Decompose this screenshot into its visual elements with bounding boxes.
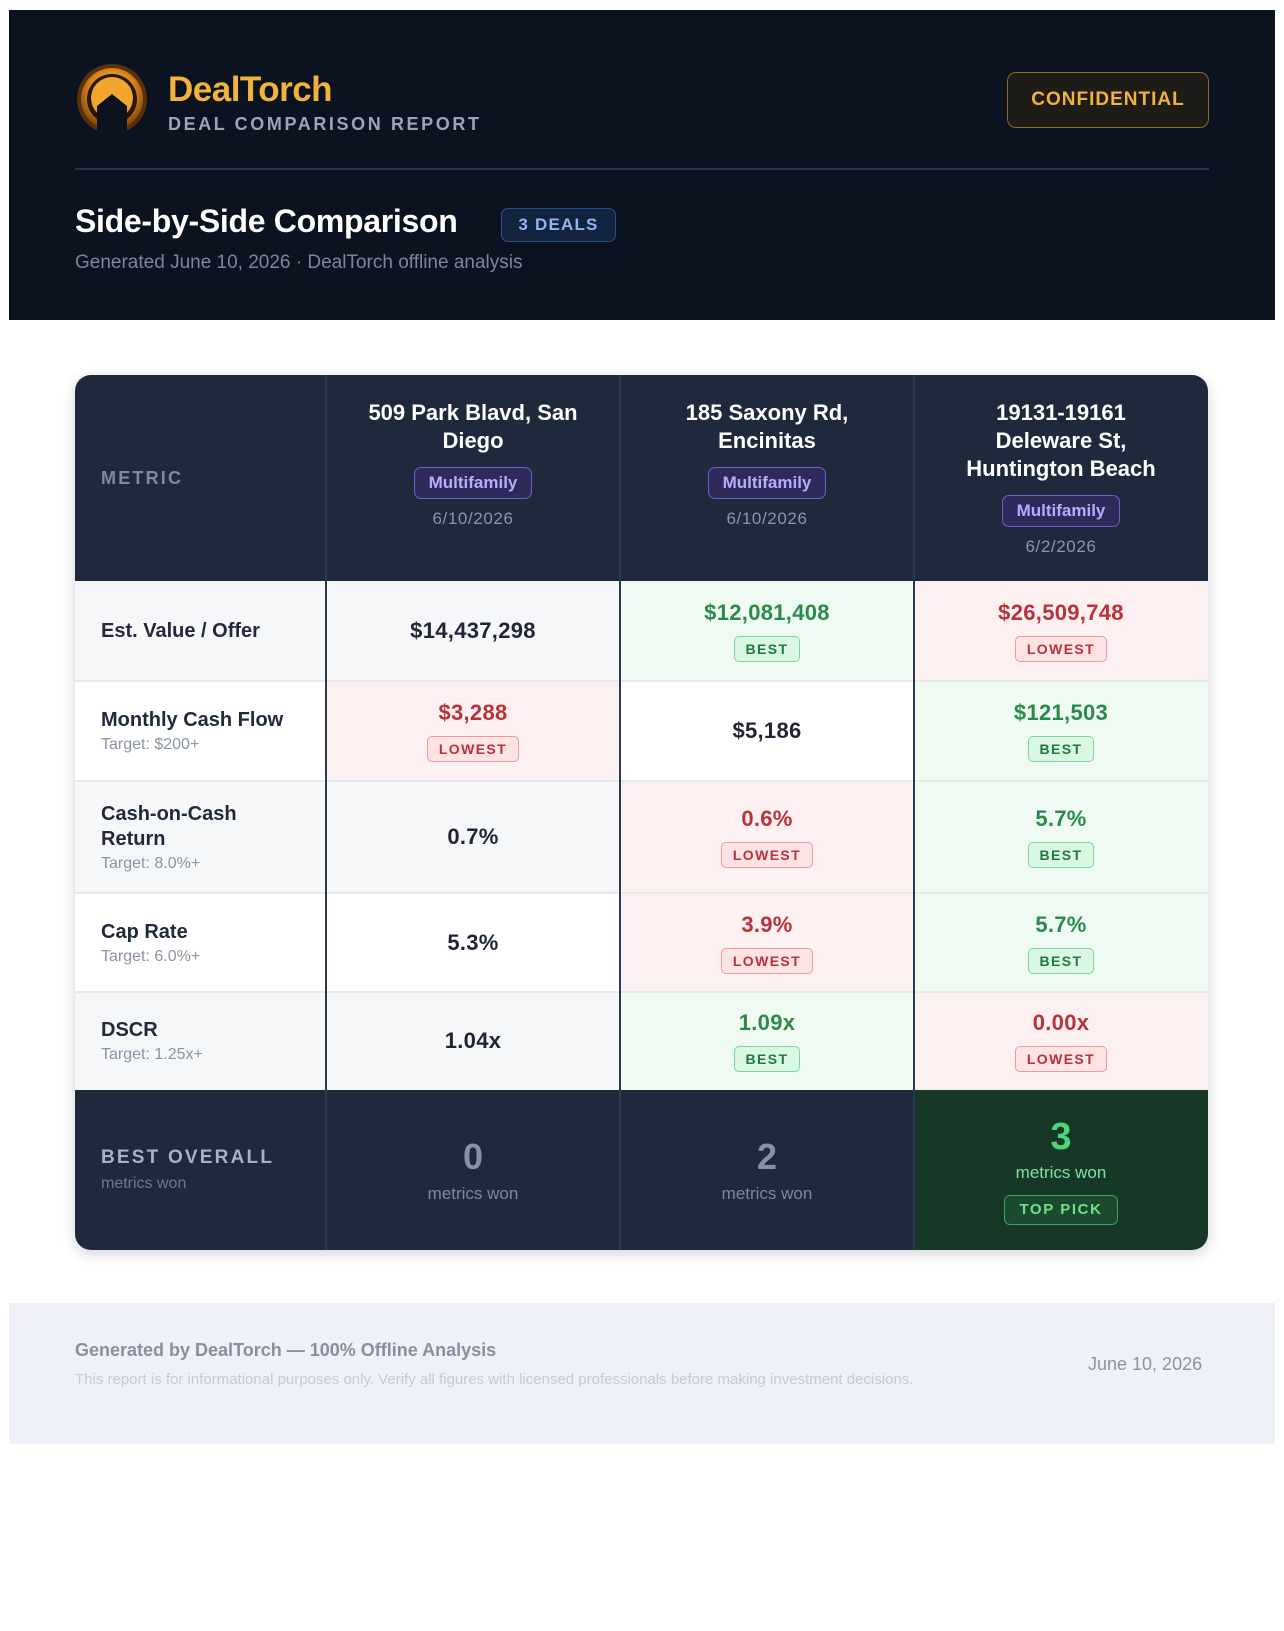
page-title: Side-by-Side Comparison — [75, 203, 458, 239]
metric-row-label: Est. Value / Offer — [75, 581, 326, 681]
metric-value-cell: 1.09x BEST — [620, 992, 914, 1090]
deal-column-header: 19131-19161 Deleware St, Huntington Beac… — [914, 375, 1208, 581]
header-divider — [75, 168, 1209, 170]
confidential-badge: CONFIDENTIAL — [1007, 72, 1209, 128]
metric-value-cell: 0.00x LOWEST — [914, 992, 1208, 1090]
metric-value-cell: $14,437,298 — [326, 581, 620, 681]
deal-column-header: 185 Saxony Rd, Encinitas Multifamily 6/1… — [620, 375, 914, 581]
best-badge: BEST — [733, 1046, 801, 1072]
top-pick-badge: TOP PICK — [1004, 1194, 1118, 1225]
lowest-badge: LOWEST — [720, 947, 814, 974]
deal-column-header: 509 Park Blavd, San Diego Multifamily 6/… — [326, 375, 620, 581]
best-overall-label: BEST OVERALL metrics won — [75, 1090, 326, 1250]
row-divider — [75, 780, 1208, 782]
metric-row-label: Cash-on-Cash Return Target: 8.0%+ — [75, 781, 326, 893]
metric-value-cell: 5.7% BEST — [914, 893, 1208, 992]
footer-date: June 10, 2026 — [1088, 1354, 1203, 1374]
lowest-badge: LOWEST — [720, 842, 814, 868]
metric-value-cell: $121,503 BEST — [914, 681, 1208, 781]
deal-name: 185 Saxony Rd, Encinitas — [685, 400, 849, 453]
brand-name: DealTorch — [168, 70, 333, 109]
metrics-won-count: 2 — [756, 1136, 778, 1177]
torch-house-logo-icon — [77, 64, 147, 136]
deal-name: 509 Park Blavd, San Diego — [368, 400, 578, 453]
metrics-won-count: 3 — [1050, 1115, 1072, 1158]
report-footer: Generated by DealTorch — 100% Offline An… — [9, 1303, 1275, 1444]
deal-name: 19131-19161 Deleware St, Huntington Beac… — [966, 400, 1156, 481]
metric-value-cell: $26,509,748 LOWEST — [914, 581, 1208, 681]
best-badge: BEST — [1027, 842, 1095, 868]
disclaimer-text: This report is for informational purpose… — [75, 1371, 914, 1388]
brand-subtitle: DEAL COMPARISON REPORT — [168, 114, 482, 134]
metric-value-cell: 3.9% LOWEST — [620, 893, 914, 992]
deals-count-badge: 3 DEALS — [501, 208, 616, 242]
row-divider — [75, 892, 1208, 894]
metrics-won-cell-top: 3 metrics won TOP PICK — [914, 1090, 1208, 1250]
footer-title: Generated by DealTorch — 100% Offline An… — [75, 1340, 497, 1360]
metric-value-cell: 1.04x — [326, 992, 620, 1090]
metric-value-cell: 0.6% LOWEST — [620, 781, 914, 893]
metric-value-cell: 5.3% — [326, 893, 620, 992]
metric-row-label: DSCR Target: 1.25x+ — [75, 992, 326, 1090]
column-divider — [619, 375, 621, 1250]
best-badge: BEST — [1027, 947, 1095, 974]
lowest-badge: LOWEST — [1014, 636, 1108, 662]
best-badge: BEST — [1027, 736, 1095, 762]
lowest-badge: LOWEST — [426, 736, 520, 762]
metric-value-cell: 5.7% BEST — [914, 781, 1208, 893]
comparison-table: METRIC 509 Park Blavd, San Diego Multifa… — [75, 375, 1208, 1250]
best-badge: BEST — [733, 636, 801, 662]
metric-column-header: METRIC — [75, 375, 326, 581]
row-divider — [75, 680, 1208, 682]
metric-value-cell: 0.7% — [326, 781, 620, 893]
property-type-badge: Multifamily — [413, 467, 533, 499]
deal-date: 6/10/2026 — [432, 509, 514, 528]
metric-row-label: Cap Rate Target: 6.0%+ — [75, 893, 326, 992]
metric-value-cell: $5,186 — [620, 681, 914, 781]
metric-value-cell: $12,081,408 BEST — [620, 581, 914, 681]
column-divider — [325, 375, 327, 1250]
report-header: DealTorch DEAL COMPARISON REPORT CONFIDE… — [9, 10, 1275, 320]
property-type-badge: Multifamily — [1001, 495, 1121, 527]
column-divider — [913, 375, 915, 1250]
metrics-won-cell: 2 metrics won — [620, 1090, 914, 1250]
metric-row-label: Monthly Cash Flow Target: $200+ — [75, 681, 326, 781]
metrics-won-cell: 0 metrics won — [326, 1090, 620, 1250]
generated-info: Generated June 10, 2026 · DealTorch offl… — [75, 252, 523, 273]
metric-value-cell: $3,288 LOWEST — [326, 681, 620, 781]
deal-date: 6/2/2026 — [1025, 537, 1097, 556]
row-divider — [75, 991, 1208, 993]
lowest-badge: LOWEST — [1014, 1046, 1108, 1072]
property-type-badge: Multifamily — [707, 467, 827, 499]
deal-date: 6/10/2026 — [726, 509, 808, 528]
metrics-won-count: 0 — [462, 1136, 484, 1177]
